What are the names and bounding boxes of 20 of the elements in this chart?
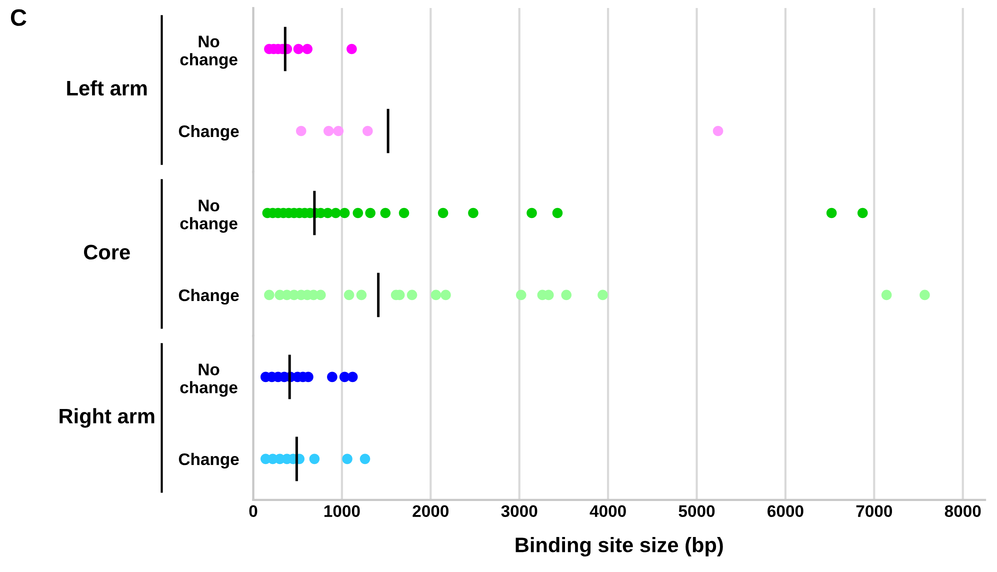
x-tick-label: 8000 bbox=[944, 505, 981, 518]
y-axis-title: Right arm bbox=[60, 408, 154, 428]
y-tick-label: No change bbox=[180, 36, 238, 69]
y-tick-label: No change bbox=[180, 200, 238, 233]
y-tick-label: Change bbox=[178, 452, 239, 469]
x-tick-label: 3000 bbox=[501, 505, 538, 518]
x-tick-label: 1000 bbox=[324, 505, 360, 518]
x-tick-label: 2000 bbox=[412, 505, 448, 518]
x-tick-label: 4000 bbox=[590, 505, 626, 518]
y-tick-label: Change bbox=[178, 288, 239, 305]
text: C bbox=[10, 9, 26, 26]
y-axis-title: Left arm bbox=[67, 80, 147, 96]
x-tick-label: 7000 bbox=[856, 505, 892, 518]
x-tick-label: 0 bbox=[249, 505, 258, 518]
x-axis-title: Binding site size (bp) bbox=[516, 536, 723, 557]
x-tick-label: 6000 bbox=[768, 505, 804, 518]
y-tick-label: No change bbox=[180, 364, 238, 397]
y-tick-label: Change bbox=[178, 124, 239, 141]
y-axis-title: Core bbox=[84, 244, 130, 260]
x-tick-label: 5000 bbox=[678, 505, 715, 518]
